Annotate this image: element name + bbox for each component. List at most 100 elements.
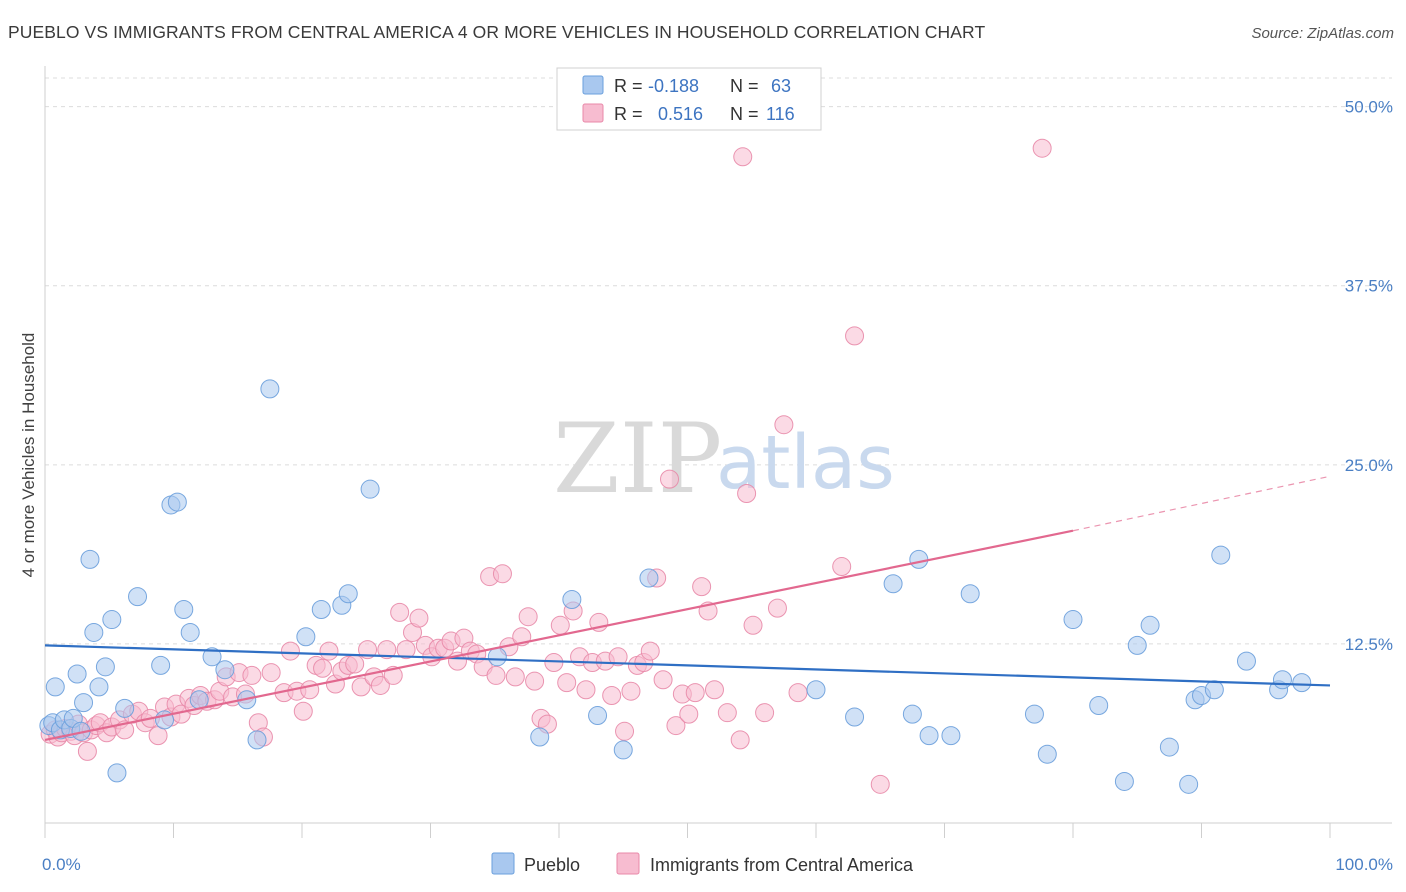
bottom-legend-immigrants: Immigrants from Central America bbox=[650, 855, 914, 875]
y-tick-label-0: 12.5% bbox=[1345, 635, 1393, 654]
immigrants-point-44 bbox=[300, 680, 320, 700]
pueblo-point-16 bbox=[115, 698, 135, 718]
pueblo-point-65 bbox=[1292, 673, 1312, 693]
immigrants-point-56 bbox=[377, 640, 397, 660]
grid-lines bbox=[45, 77, 1392, 645]
immigrants-point-107 bbox=[704, 680, 724, 700]
immigrants-point-76 bbox=[505, 667, 525, 687]
pueblo-point-34 bbox=[360, 479, 380, 499]
pueblo-point-62 bbox=[1236, 651, 1256, 671]
pueblo-point-46 bbox=[919, 726, 939, 746]
pueblo-point-33 bbox=[338, 584, 358, 604]
immigrants-trend-line bbox=[44, 529, 1074, 741]
pueblo-point-37 bbox=[562, 590, 582, 609]
pueblo-point-26 bbox=[215, 660, 235, 680]
pueblo-point-18 bbox=[151, 655, 171, 675]
pueblo-point-60 bbox=[1204, 680, 1224, 700]
pueblo-point-48 bbox=[960, 584, 980, 604]
axes bbox=[44, 66, 1392, 838]
pueblo-point-53 bbox=[1114, 771, 1134, 791]
legend-r-label-immigrants: R = bbox=[614, 104, 643, 124]
pueblo-point-30 bbox=[296, 627, 316, 647]
immigrants-point-108 bbox=[717, 703, 737, 723]
immigrants-point-36 bbox=[242, 665, 262, 685]
immigrants-point-43 bbox=[293, 701, 313, 721]
pueblo-point-14 bbox=[102, 610, 122, 630]
pueblo-point-64 bbox=[1272, 670, 1292, 690]
immigrants-point-52 bbox=[351, 677, 371, 697]
pueblo-point-9 bbox=[74, 693, 94, 713]
legend-n-value-pueblo: 63 bbox=[771, 76, 791, 96]
legend-n-value-immigrants: 116 bbox=[766, 104, 795, 124]
pueblo-point-49 bbox=[1024, 704, 1044, 724]
x-tick-label-0: 0.0% bbox=[42, 855, 81, 874]
immigrants-point-104 bbox=[685, 683, 705, 703]
pueblo-point-23 bbox=[180, 622, 200, 642]
trend-lines bbox=[44, 475, 1331, 741]
bottom-legend-pueblo: Pueblo bbox=[524, 855, 580, 875]
pueblo-trend-line bbox=[44, 644, 1331, 687]
legend-r-label-pueblo: R = bbox=[614, 76, 643, 96]
immigrants-point-82 bbox=[544, 653, 564, 673]
immigrants-point-78 bbox=[518, 607, 538, 627]
immigrants-point-51 bbox=[345, 654, 365, 674]
pueblo-point-21 bbox=[167, 492, 187, 512]
immigrants-point-74 bbox=[492, 564, 512, 584]
y-tick-label-2: 37.5% bbox=[1345, 277, 1393, 296]
legend-n-label-pueblo: N = bbox=[730, 76, 759, 96]
legend-r-value-immigrants: 0.516 bbox=[658, 104, 703, 124]
pueblo-point-57 bbox=[1179, 774, 1199, 794]
pueblo-point-51 bbox=[1063, 610, 1083, 630]
y-axis-label: 4 or more Vehicles in Household bbox=[19, 333, 38, 578]
immigrants-point-79 bbox=[525, 671, 545, 691]
legend-r-value-pueblo: -0.188 bbox=[648, 76, 699, 96]
immigrants-point-118 bbox=[845, 326, 865, 346]
pueblo-point-17 bbox=[128, 587, 148, 607]
immigrants-point-114 bbox=[767, 598, 787, 618]
pueblo-point-24 bbox=[189, 690, 209, 710]
pueblo-point-31 bbox=[311, 600, 331, 620]
pueblo-point-13 bbox=[95, 657, 115, 677]
immigrants-point-112 bbox=[737, 483, 757, 503]
immigrants-point-120 bbox=[1032, 138, 1052, 158]
pueblo-point-40 bbox=[639, 568, 659, 588]
pueblo-point-42 bbox=[845, 707, 865, 727]
immigrants-point-9 bbox=[77, 741, 97, 761]
immigrants-point-92 bbox=[608, 647, 628, 667]
legend-swatch-immigrants bbox=[582, 103, 604, 123]
immigrants-point-111 bbox=[733, 147, 753, 167]
immigrants-point-83 bbox=[550, 615, 570, 635]
immigrants-point-103 bbox=[679, 704, 699, 724]
immigrants-point-116 bbox=[788, 683, 808, 703]
pueblo-point-29 bbox=[260, 379, 280, 399]
immigrants-point-99 bbox=[653, 670, 673, 690]
bottom-legend-swatch-pueblo bbox=[491, 852, 515, 875]
immigrants-point-87 bbox=[576, 680, 596, 700]
pueblo-point-10 bbox=[80, 549, 100, 569]
immigrants-point-100 bbox=[660, 469, 680, 489]
immigrants-point-101 bbox=[666, 716, 686, 736]
pueblo-point-38 bbox=[588, 706, 608, 726]
immigrants-point-39 bbox=[261, 663, 281, 683]
immigrants-point-113 bbox=[755, 703, 775, 723]
immigrants-point-115 bbox=[774, 415, 794, 435]
immigrants-point-55 bbox=[370, 675, 390, 695]
immigrants-point-61 bbox=[409, 608, 429, 628]
pueblo-point-50 bbox=[1037, 744, 1057, 764]
pueblo-point-35 bbox=[487, 647, 507, 667]
x-tick-label-1: 100.0% bbox=[1335, 855, 1393, 874]
immigrants-point-58 bbox=[390, 602, 410, 622]
watermark-zip: ZIP bbox=[553, 403, 722, 515]
pueblo-point-41 bbox=[806, 680, 826, 700]
immigrants-point-53 bbox=[358, 640, 378, 660]
pueblo-point-47 bbox=[941, 726, 961, 746]
pueblo-point-25 bbox=[202, 647, 222, 667]
y-tick-labels: 12.5% 25.0% 37.5% 50.0% bbox=[1345, 98, 1393, 654]
immigrants-point-47 bbox=[319, 641, 339, 661]
pueblo-point-61 bbox=[1211, 545, 1231, 565]
pueblo-point-55 bbox=[1140, 615, 1160, 635]
immigrants-point-46 bbox=[313, 658, 333, 678]
immigrants-point-117 bbox=[832, 557, 852, 577]
immigrants-point-105 bbox=[692, 577, 712, 597]
pueblo-point-2 bbox=[45, 677, 65, 697]
